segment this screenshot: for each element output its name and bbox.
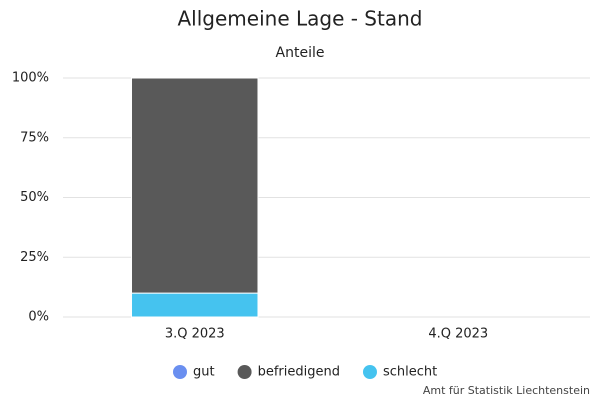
x-tick-label: 3.Q 2023 xyxy=(165,327,225,342)
y-tick-label: 100% xyxy=(12,71,49,86)
legend-label: gut xyxy=(193,365,215,380)
legend-marker xyxy=(237,365,252,379)
y-tick-label: 50% xyxy=(20,190,49,205)
credit: Amt für Statistik Liechtenstein xyxy=(423,384,590,397)
legend-label: schlecht xyxy=(383,365,437,380)
legend-marker xyxy=(173,365,187,379)
bar-segment xyxy=(131,77,259,294)
y-tick-label: 25% xyxy=(20,250,49,265)
legend-label: befriedigend xyxy=(258,365,340,380)
chart-subtitle: Anteile xyxy=(276,45,325,61)
legend-marker xyxy=(362,365,377,379)
y-tick-label: 75% xyxy=(20,130,49,145)
chart-title: Allgemeine Lage - Stand xyxy=(178,7,423,31)
x-tick-label: 4.Q 2023 xyxy=(428,327,488,342)
y-tick-label: 0% xyxy=(28,310,49,325)
bar-segment xyxy=(131,292,259,318)
